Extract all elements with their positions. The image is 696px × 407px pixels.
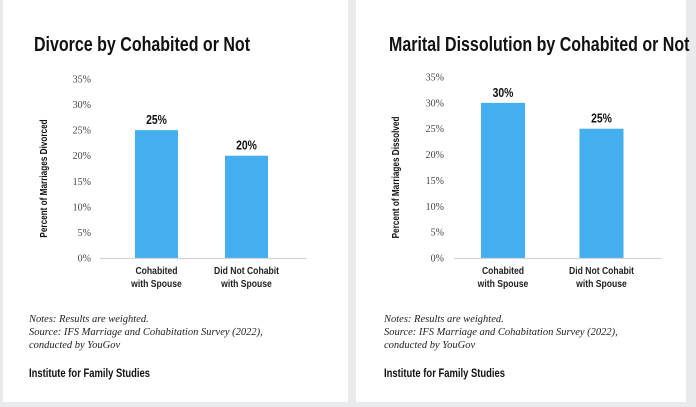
y-tick-label: 35% — [426, 73, 444, 84]
bar — [579, 128, 624, 258]
source-line: conducted by YouGov — [29, 340, 121, 351]
source-line: Source: IFS Marriage and Cohabitation Su… — [29, 327, 263, 338]
x-category-label: with Spouse — [130, 278, 182, 290]
bar — [135, 130, 178, 258]
bar-chart-divorce: 0% 5% 10% 15% 20% 25% 30% 35% Percent of Marriag… — [38, 75, 307, 290]
bar-value-label: 30% — [493, 86, 514, 100]
source-line: Source: IFS Marriage and Cohabitation Su… — [384, 327, 618, 338]
chart-notes: Notes: Results are weighted. Source: IFS… — [384, 313, 618, 352]
chart-title: Marital Dissolution by Cohabited or Not — [389, 34, 690, 56]
organization-credit: Institute for Family Studies — [29, 368, 151, 380]
x-category-label: Cohabited — [482, 265, 524, 277]
y-axis-label: Percent of Marriages Dissolved — [390, 117, 401, 239]
y-tick-label: 5% — [78, 228, 91, 239]
y-tick-label: 15% — [426, 176, 444, 187]
chart-panel-dissolution: Marital Dissolution by Cohabited or Not … — [356, 0, 690, 402]
x-category-label: Cohabited — [135, 265, 177, 277]
source-line: conducted by YouGov — [384, 340, 476, 351]
x-category-label: Did Not Cohabit — [569, 265, 635, 277]
chart-title: Divorce by Cohabited or Not — [34, 34, 251, 56]
bar-chart-dissolution: 0% 5% 10% 15% 20% 25% 30% 35% Percent of Marriag… — [390, 73, 661, 290]
y-tick-label: 35% — [73, 75, 91, 86]
notes-line: Notes: Results are weighted. — [29, 314, 149, 325]
y-tick-label: 30% — [426, 98, 444, 109]
chart-panel-divorce: Divorce by Cohabited or Not 0% 5% 10% 15% 20… — [3, 0, 348, 402]
y-tick-label: 30% — [73, 100, 91, 111]
notes-line: Notes: Results are weighted. — [384, 314, 504, 325]
y-tick-label: 10% — [73, 202, 91, 213]
y-tick-label: 10% — [426, 202, 444, 213]
bar — [481, 102, 525, 258]
y-tick-label: 20% — [73, 151, 91, 162]
x-category-label: with Spouse — [477, 278, 529, 290]
bar — [225, 155, 268, 258]
x-category-label: Did Not Cohabit — [214, 265, 280, 277]
y-axis-label: Percent of Marriages Divorced — [38, 119, 49, 237]
bar-value-label: 25% — [591, 112, 612, 126]
y-tick-label: 5% — [431, 228, 444, 239]
y-tick-label: 15% — [73, 177, 91, 188]
organization-credit: Institute for Family Studies — [384, 368, 506, 380]
y-tick-label: 0% — [431, 254, 444, 265]
y-tick-label: 0% — [78, 254, 91, 265]
y-tick-label: 25% — [73, 126, 91, 137]
chart-notes: Notes: Results are weighted. Source: IFS… — [29, 313, 263, 352]
y-tick-label: 25% — [426, 124, 444, 135]
bar-value-label: 20% — [236, 139, 257, 153]
y-tick-label: 20% — [426, 150, 444, 161]
x-category-label: with Spouse — [575, 278, 627, 290]
bar-value-label: 25% — [146, 113, 167, 127]
x-category-label: with Spouse — [220, 278, 272, 290]
